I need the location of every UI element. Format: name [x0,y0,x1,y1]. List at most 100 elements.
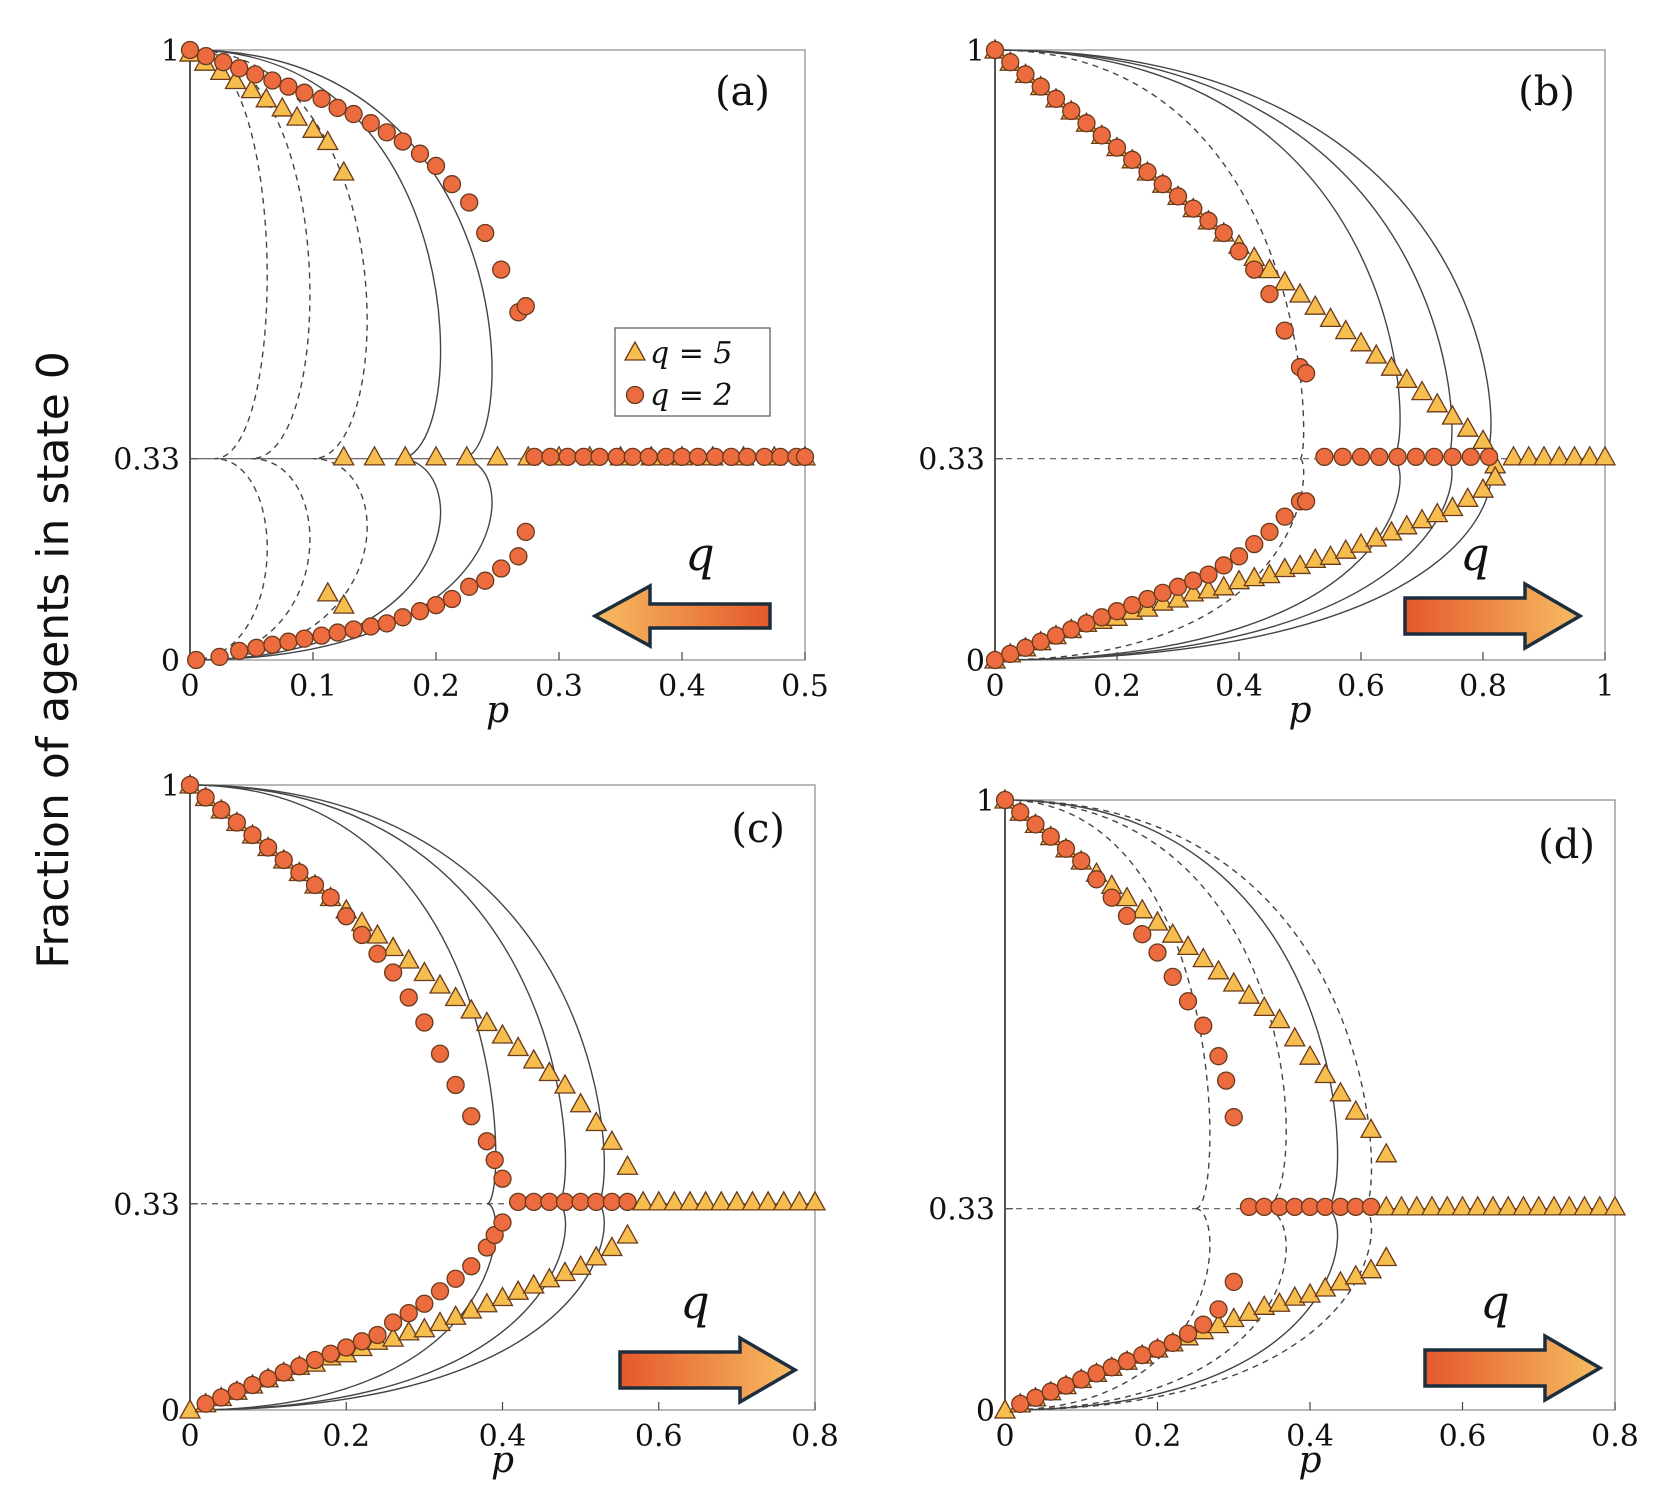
x-tick-label: 0.1 [289,669,337,704]
arrow-right-icon [1423,1332,1604,1404]
data-point-triangle [522,1048,545,1069]
data-point-triangle [397,1320,420,1341]
data-point-circle [1199,211,1218,230]
data-point-circle [337,907,356,926]
data-point-triangle [1420,1195,1444,1216]
data-point-circle [1123,150,1142,169]
theory-curve [994,49,1401,460]
data-point-triangle [1542,1195,1566,1216]
data-point-circle [352,1332,372,1351]
data-point-triangle [1456,416,1479,437]
data-point-circle [1163,1333,1182,1353]
data-point-circle [214,53,233,72]
series-circle [180,775,637,1413]
data-point-triangle [301,117,325,138]
data-point-circle [618,1192,637,1212]
data-point-circle [555,1192,575,1212]
data-point-circle [1056,839,1076,858]
data-point-triangle [1344,1264,1367,1285]
data-point-circle [210,647,229,667]
theory-curve [994,458,1305,661]
data-point-circle [985,40,1005,60]
data-point-circle [623,447,642,467]
data-point-circle [1031,77,1050,96]
data-point-circle [1388,447,1407,467]
data-point-triangle [1298,1282,1322,1303]
data-point-circle [587,1192,606,1212]
data-point-triangle [1365,343,1388,364]
data-point-triangle [1304,548,1327,568]
data-point-circle [1077,614,1096,633]
x-axis-label: p [1288,690,1311,731]
data-point-circle [196,1394,215,1413]
data-point-circle [430,1044,450,1063]
arrow-shape [1403,580,1584,652]
data-point-triangle [271,96,294,117]
data-point-circle [180,40,200,60]
x-tick-label: 0.4 [479,1419,527,1454]
data-point-circle [426,156,446,176]
data-point-circle [246,65,265,84]
y-tick-label: 1 [161,769,180,804]
theory-curve [189,458,493,661]
theory-curve [994,49,1453,460]
data-point-circle [274,850,293,870]
data-point-circle [212,800,231,820]
y-tick-label: 0.33 [113,1188,180,1223]
data-point-circle [279,77,298,96]
data-point-circle [1275,507,1294,526]
x-tick-label: 0.2 [1134,1419,1182,1454]
data-point-circle [1214,556,1233,575]
data-point-triangle [1578,445,1601,466]
data-point-triangle [616,1223,639,1244]
data-point-circle [493,1169,512,1188]
data-point-circle [1178,1324,1198,1343]
data-point-circle [337,1338,356,1357]
data-point-triangle [1573,1195,1596,1216]
data-point-triangle [1527,1195,1550,1216]
data-point-circle [1123,595,1142,615]
x-tick-label: 0.6 [635,1419,683,1454]
y-tick-label: 0.33 [918,443,985,478]
data-point-triangle [1563,445,1586,466]
data-point-circle [227,813,247,832]
data-point-triangle [1436,1195,1459,1216]
data-point-triangle [1344,1099,1367,1120]
data-point-circle [230,641,249,660]
data-point-triangle [1334,538,1357,559]
x-tick-label: 0.3 [535,669,583,704]
data-point-circle [1461,447,1480,467]
data-point-circle [186,650,206,670]
data-point-circle [1148,1339,1167,1359]
data-point-triangle [1349,532,1373,553]
data-point-circle [492,260,511,279]
theory-curve [189,458,268,661]
data-point-triangle [1365,526,1388,547]
theory-curve [189,49,493,460]
data-point-circle [1092,608,1111,627]
data-point-triangle [1176,935,1200,956]
data-point-circle [1275,321,1294,340]
x-tick-label: 0 [180,1419,199,1454]
data-point-triangle [1268,1008,1291,1029]
data-point-triangle [1319,544,1342,565]
data-point-triangle [1484,465,1507,486]
y-tick-label: 0 [161,644,180,679]
theory-curve [189,458,311,661]
data-point-triangle [1481,1195,1505,1216]
data-point-circle [1087,870,1106,889]
y-tick-label: 0 [976,1394,995,1429]
data-point-circle [1245,534,1264,554]
data-point-triangle [316,581,339,602]
data-point-triangle [1237,1301,1261,1322]
data-point-circle [1316,1197,1335,1217]
data-point-circle [442,589,462,609]
data-point-circle [1072,1370,1091,1389]
data-point-circle [1107,138,1127,157]
data-point-triangle [224,69,247,90]
data-point-circle [368,1325,387,1345]
data-point-circle [410,602,430,621]
data-point-circle [485,1150,504,1170]
data-point-triangle [1319,307,1342,328]
data-point-triangle [1131,898,1154,919]
